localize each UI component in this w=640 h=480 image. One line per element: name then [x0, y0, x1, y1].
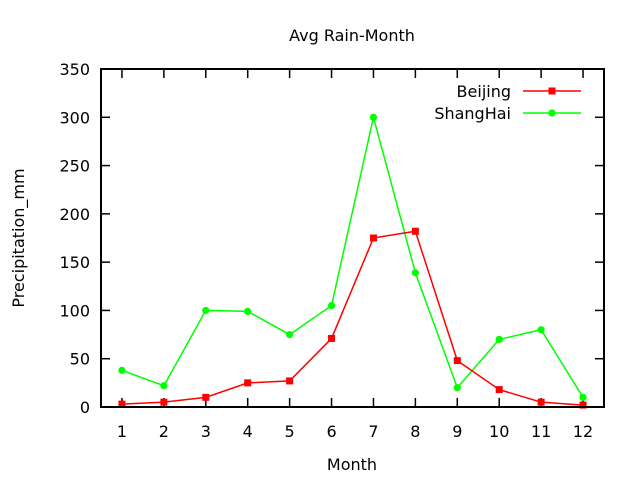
y-tick-label: 0 [80, 398, 90, 417]
x-tick-label: 4 [243, 422, 253, 441]
x-tick-label: 3 [201, 422, 211, 441]
x-tick-label: 9 [452, 422, 462, 441]
data-point-shanghai [160, 382, 168, 390]
legend-marker-shanghai [548, 109, 556, 117]
data-point-beijing [411, 227, 419, 235]
x-tick-label: 10 [489, 422, 509, 441]
chart-title: Avg Rain-Month [289, 26, 415, 45]
x-tick-label: 5 [285, 422, 295, 441]
y-tick-label: 100 [59, 301, 90, 320]
series-line-shanghai [121, 117, 584, 398]
legend: Beijing ShangHai [434, 82, 581, 123]
data-point-shanghai [579, 393, 587, 401]
x-tick-label: 11 [531, 422, 551, 441]
data-point-shanghai [453, 384, 461, 392]
data-point-shanghai [411, 269, 419, 277]
y-axis-ticks: 0 50 100 150 200 250 300 350 [59, 60, 604, 417]
data-point-beijing [495, 386, 503, 394]
data-point-shanghai [495, 335, 503, 343]
data-point-beijing [160, 398, 168, 406]
x-tick-label: 7 [368, 422, 378, 441]
x-tick-label: 8 [410, 422, 420, 441]
x-tick-label: 1 [117, 422, 127, 441]
plot-frame [100, 68, 605, 408]
y-tick-label: 50 [70, 350, 90, 369]
y-tick-label: 200 [59, 205, 90, 224]
series-shanghai [118, 113, 587, 401]
y-tick-label: 350 [59, 60, 90, 79]
data-point-beijing [369, 234, 377, 242]
data-point-beijing [453, 357, 461, 365]
series-layer [118, 113, 587, 409]
data-point-beijing [328, 334, 336, 342]
legend-label-beijing: Beijing [457, 82, 511, 101]
x-axis-ticks: 1 2 3 4 5 6 7 8 9 10 11 12 [117, 69, 593, 441]
y-tick-label: 300 [59, 108, 90, 127]
data-point-shanghai [327, 302, 336, 310]
data-point-beijing [537, 398, 545, 406]
series-beijing [118, 227, 587, 409]
data-point-beijing [579, 401, 587, 409]
data-point-shanghai [286, 330, 294, 339]
data-point-beijing [244, 379, 252, 387]
data-point-shanghai [244, 307, 252, 315]
x-tick-label: 2 [159, 422, 169, 441]
y-axis-title: Precipitation_mm [9, 168, 29, 307]
data-point-shanghai [118, 366, 126, 374]
x-axis-title: Month [327, 455, 377, 474]
data-point-beijing [202, 393, 210, 401]
data-point-shanghai [369, 113, 378, 121]
legend-label-shanghai: ShangHai [434, 104, 511, 123]
y-tick-label: 150 [59, 253, 90, 272]
data-point-shanghai [202, 306, 210, 315]
x-tick-label: 12 [573, 422, 593, 441]
data-point-shanghai [537, 326, 545, 334]
series-line-beijing [121, 230, 584, 406]
data-point-beijing [118, 400, 126, 408]
x-tick-label: 6 [326, 422, 336, 441]
data-point-beijing [286, 377, 294, 385]
legend-marker-beijing [548, 87, 556, 95]
y-tick-label: 250 [59, 157, 90, 176]
